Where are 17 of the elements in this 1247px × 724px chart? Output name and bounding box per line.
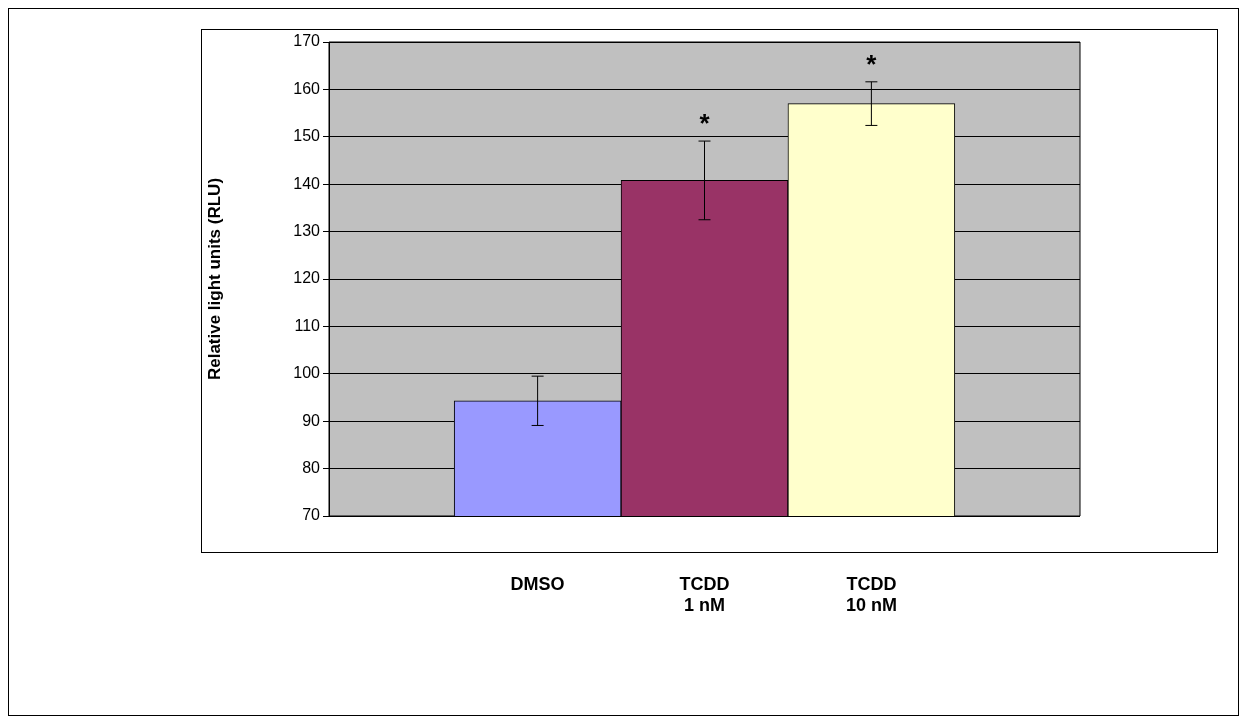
annotation: * [699, 108, 711, 139]
y-tick-label: 150 [293, 127, 321, 145]
y-tick-label: 110 [294, 316, 321, 334]
y-tick-label: 140 [293, 174, 321, 192]
y-tick-label: 120 [293, 269, 321, 287]
x-tick-label: TCDD 10 nM [845, 573, 897, 616]
y-tick-label: 170 [293, 32, 321, 50]
y-tick-label: 90 [302, 411, 321, 429]
y-tick-label: 80 [302, 459, 321, 477]
y-tick-label: 130 [293, 222, 321, 240]
x-tick-label: DMSO [510, 573, 565, 594]
x-tick-label: TCDD 1 nM [679, 573, 730, 616]
y-tick-label: 100 [293, 364, 321, 382]
y-axis-title: Relative light units (RLU) [204, 177, 224, 381]
y-tick-label: 160 [293, 79, 321, 97]
y-tick-label: 70 [302, 506, 321, 524]
annotation: * [866, 48, 878, 79]
